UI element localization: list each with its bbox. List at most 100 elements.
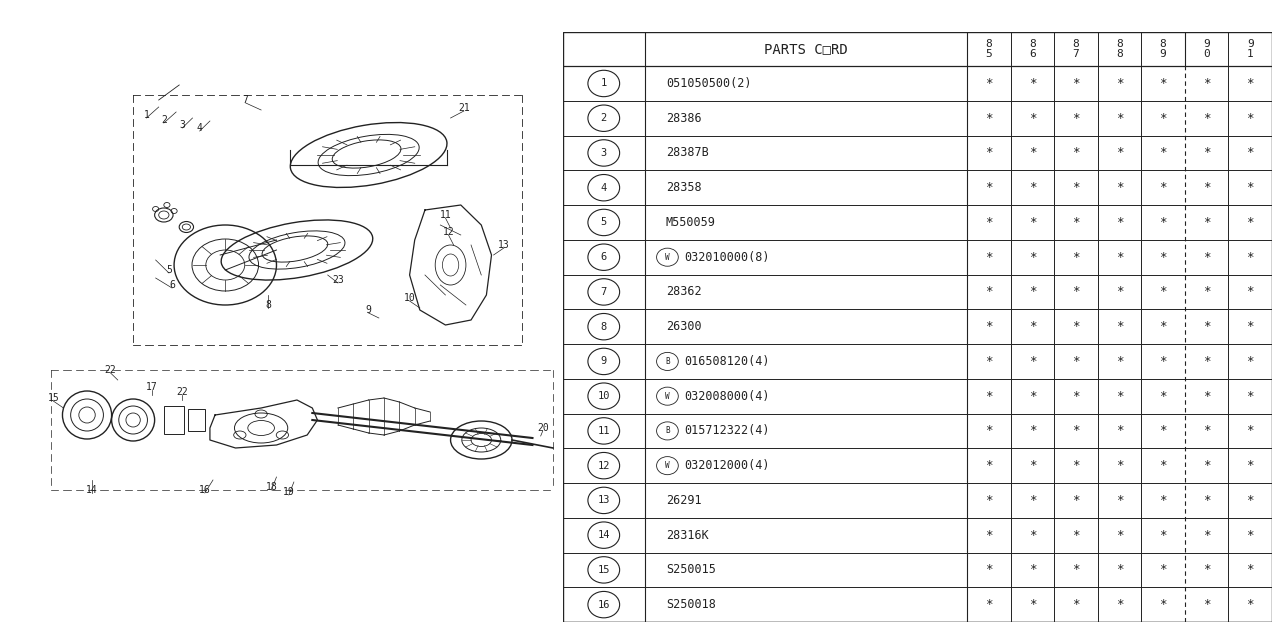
Text: *: *: [1160, 181, 1167, 194]
Text: *: *: [1116, 147, 1124, 159]
Circle shape: [588, 105, 620, 131]
Text: *: *: [1073, 112, 1080, 125]
Text: 12: 12: [598, 461, 611, 470]
Text: *: *: [1247, 598, 1254, 611]
Text: 8: 8: [986, 39, 992, 49]
Circle shape: [657, 387, 678, 405]
Circle shape: [588, 487, 620, 514]
Text: *: *: [986, 181, 993, 194]
Text: 6: 6: [169, 280, 175, 290]
Text: S250015: S250015: [666, 563, 716, 577]
Text: 22: 22: [177, 387, 188, 397]
Text: *: *: [1247, 459, 1254, 472]
Text: *: *: [986, 494, 993, 507]
Text: 11: 11: [439, 210, 452, 220]
Text: *: *: [986, 251, 993, 264]
Circle shape: [588, 348, 620, 374]
Text: 015712322(4): 015712322(4): [684, 424, 769, 437]
Text: 032012000(4): 032012000(4): [684, 459, 769, 472]
Circle shape: [588, 314, 620, 340]
Text: *: *: [1073, 529, 1080, 541]
Circle shape: [657, 248, 678, 266]
Text: 2: 2: [600, 113, 607, 124]
Text: *: *: [1203, 77, 1211, 90]
Text: *: *: [986, 424, 993, 437]
Text: *: *: [986, 563, 993, 577]
Text: *: *: [1116, 563, 1124, 577]
Text: *: *: [1073, 598, 1080, 611]
Text: W: W: [666, 392, 669, 401]
Text: *: *: [1203, 459, 1211, 472]
Text: *: *: [1247, 529, 1254, 541]
Text: W: W: [666, 253, 669, 262]
Text: *: *: [1116, 181, 1124, 194]
Text: 4: 4: [600, 182, 607, 193]
Text: *: *: [1247, 320, 1254, 333]
Circle shape: [657, 422, 678, 440]
Text: 9: 9: [1247, 39, 1253, 49]
Text: *: *: [1116, 424, 1124, 437]
Text: 8: 8: [265, 300, 271, 310]
Text: *: *: [1029, 77, 1037, 90]
Text: *: *: [1160, 320, 1167, 333]
Text: *: *: [1247, 77, 1254, 90]
Text: *: *: [1116, 529, 1124, 541]
Text: *: *: [1160, 147, 1167, 159]
Circle shape: [588, 557, 620, 583]
Text: *: *: [1203, 320, 1211, 333]
Circle shape: [588, 279, 620, 305]
Text: 19: 19: [283, 487, 294, 497]
Circle shape: [588, 140, 620, 166]
Text: *: *: [986, 390, 993, 403]
Text: *: *: [1029, 181, 1037, 194]
Text: *: *: [1203, 598, 1211, 611]
Text: 11: 11: [598, 426, 611, 436]
Text: 8: 8: [1029, 39, 1036, 49]
Text: *: *: [1203, 181, 1211, 194]
Text: *: *: [1073, 285, 1080, 298]
Text: *: *: [1247, 112, 1254, 125]
Text: *: *: [1029, 251, 1037, 264]
Text: 10: 10: [598, 391, 611, 401]
Text: 8: 8: [1116, 49, 1123, 59]
Text: M550059: M550059: [666, 216, 716, 229]
Text: *: *: [1073, 563, 1080, 577]
Text: *: *: [1247, 494, 1254, 507]
Text: *: *: [1203, 216, 1211, 229]
Text: *: *: [1073, 77, 1080, 90]
Text: 15: 15: [47, 393, 59, 403]
Text: 032008000(4): 032008000(4): [684, 390, 769, 403]
Text: *: *: [1160, 598, 1167, 611]
Text: *: *: [1203, 251, 1211, 264]
Text: *: *: [1203, 147, 1211, 159]
Text: *: *: [1029, 285, 1037, 298]
Text: *: *: [986, 459, 993, 472]
Text: 8: 8: [1116, 39, 1123, 49]
Text: *: *: [1029, 112, 1037, 125]
Text: *: *: [1116, 598, 1124, 611]
Circle shape: [588, 522, 620, 548]
Text: 17: 17: [146, 382, 157, 392]
Text: *: *: [1160, 424, 1167, 437]
Text: 14: 14: [86, 485, 99, 495]
Text: *: *: [1160, 563, 1167, 577]
Text: 7: 7: [1073, 49, 1079, 59]
Text: *: *: [1029, 598, 1037, 611]
Circle shape: [588, 244, 620, 270]
Text: *: *: [1203, 494, 1211, 507]
Text: *: *: [986, 77, 993, 90]
Text: *: *: [986, 355, 993, 368]
Text: *: *: [1247, 181, 1254, 194]
Text: *: *: [1073, 251, 1080, 264]
Text: *: *: [1116, 494, 1124, 507]
Circle shape: [657, 456, 678, 475]
Text: 6: 6: [1029, 49, 1036, 59]
Text: *: *: [1073, 355, 1080, 368]
Text: 28316K: 28316K: [666, 529, 709, 541]
Text: 16: 16: [598, 600, 611, 610]
Text: *: *: [1247, 355, 1254, 368]
Text: 20: 20: [536, 423, 549, 433]
Text: 9: 9: [1203, 39, 1210, 49]
Text: *: *: [1247, 216, 1254, 229]
Text: *: *: [1247, 563, 1254, 577]
